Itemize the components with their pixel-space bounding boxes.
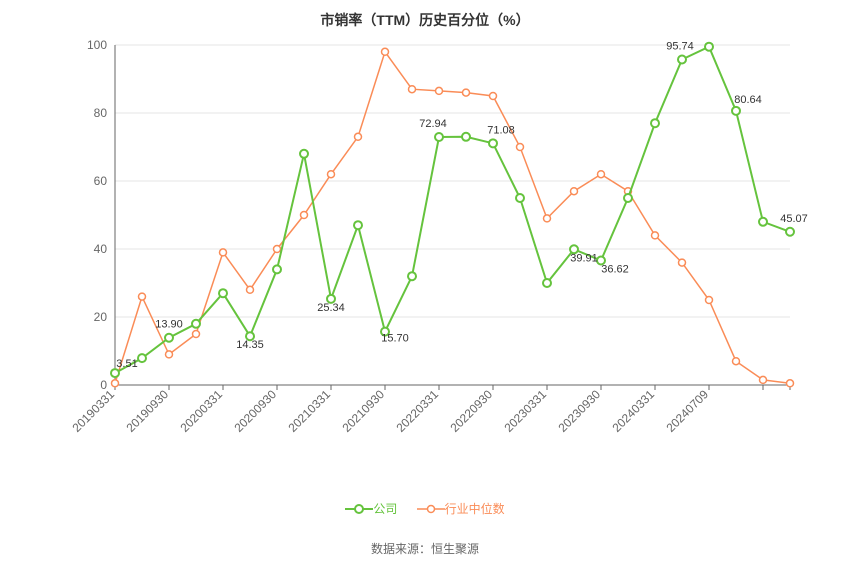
svg-text:72.94: 72.94	[419, 118, 447, 130]
svg-text:20: 20	[94, 310, 108, 324]
legend-label-company: 公司	[373, 500, 397, 517]
chart-svg: 0204060801002019033120190930202003312020…	[0, 0, 850, 575]
svg-text:13.90: 13.90	[155, 319, 183, 331]
svg-text:25.34: 25.34	[317, 302, 345, 314]
svg-text:20240331: 20240331	[609, 387, 657, 435]
svg-text:20190331: 20190331	[69, 387, 117, 435]
svg-text:20240709: 20240709	[663, 387, 711, 435]
svg-text:40: 40	[94, 242, 108, 256]
svg-text:20200930: 20200930	[231, 387, 279, 435]
svg-text:95.74: 95.74	[666, 40, 694, 52]
svg-text:20210930: 20210930	[339, 387, 387, 435]
svg-text:80.64: 80.64	[734, 94, 762, 106]
svg-text:60: 60	[94, 174, 108, 188]
legend-swatch-industry	[417, 502, 445, 516]
svg-text:20220930: 20220930	[447, 387, 495, 435]
legend-swatch-company	[345, 502, 373, 516]
svg-text:20200331: 20200331	[177, 387, 225, 435]
data-source-footer: 数据来源：恒生聚源	[0, 540, 850, 557]
svg-text:20220331: 20220331	[393, 387, 441, 435]
svg-text:20230331: 20230331	[501, 387, 549, 435]
svg-text:20190930: 20190930	[123, 387, 171, 435]
legend-item-industry[interactable]: 行业中位数	[417, 500, 505, 517]
svg-text:15.70: 15.70	[381, 333, 409, 345]
svg-text:80: 80	[94, 106, 108, 120]
svg-text:100: 100	[87, 38, 107, 52]
svg-text:39.91: 39.91	[570, 252, 598, 264]
svg-text:20230930: 20230930	[555, 387, 603, 435]
svg-text:45.07: 45.07	[780, 213, 808, 225]
legend-item-company[interactable]: 公司	[345, 500, 397, 517]
chart-container: 市销率（TTM）历史百分位（%） 02040608010020190331201…	[0, 0, 850, 575]
svg-text:36.62: 36.62	[601, 263, 629, 275]
svg-text:3.51: 3.51	[116, 358, 137, 370]
legend: 公司 行业中位数	[0, 500, 850, 519]
svg-text:14.35: 14.35	[236, 339, 264, 351]
legend-label-industry: 行业中位数	[445, 500, 505, 517]
svg-text:71.08: 71.08	[487, 124, 515, 136]
svg-text:20210331: 20210331	[285, 387, 333, 435]
